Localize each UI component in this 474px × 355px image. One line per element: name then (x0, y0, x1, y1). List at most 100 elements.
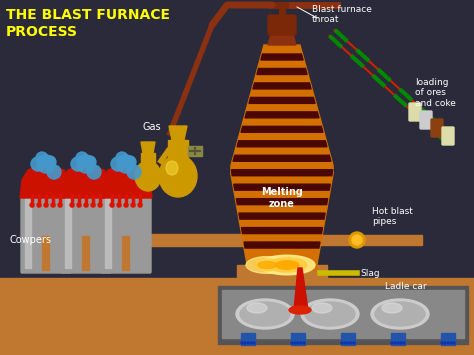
Polygon shape (237, 141, 327, 147)
Circle shape (247, 342, 249, 344)
Circle shape (76, 152, 88, 164)
Polygon shape (237, 199, 328, 204)
Circle shape (127, 165, 141, 179)
Text: Ladle car: Ladle car (385, 282, 427, 291)
Polygon shape (294, 268, 308, 310)
Circle shape (250, 342, 252, 344)
Ellipse shape (312, 303, 332, 313)
Ellipse shape (382, 303, 402, 313)
Circle shape (98, 203, 102, 207)
Bar (22, 234, 282, 246)
Circle shape (31, 157, 45, 171)
Circle shape (341, 342, 343, 344)
Bar (362, 235, 422, 245)
Bar (105, 198, 111, 268)
Text: loading
of ores
and coke: loading of ores and coke (415, 78, 456, 108)
Circle shape (124, 203, 128, 207)
Polygon shape (261, 54, 303, 60)
Ellipse shape (289, 306, 311, 314)
Polygon shape (241, 228, 322, 234)
Circle shape (353, 342, 355, 344)
Circle shape (453, 342, 455, 344)
Polygon shape (231, 170, 333, 176)
Circle shape (349, 232, 365, 248)
Circle shape (244, 342, 246, 344)
Bar (168, 140, 188, 168)
Circle shape (71, 157, 85, 171)
Circle shape (350, 342, 352, 344)
FancyBboxPatch shape (101, 194, 151, 273)
Polygon shape (231, 45, 333, 270)
Circle shape (352, 235, 362, 245)
Bar (237, 265, 327, 283)
Bar (241, 333, 255, 345)
Text: Cowpers: Cowpers (10, 235, 52, 245)
FancyBboxPatch shape (61, 194, 111, 273)
Ellipse shape (240, 302, 290, 326)
Circle shape (347, 342, 349, 344)
Text: Hot blast
pipes: Hot blast pipes (372, 207, 413, 226)
Bar (188, 146, 202, 156)
Bar (291, 333, 305, 345)
Circle shape (447, 342, 449, 344)
Circle shape (44, 156, 56, 168)
Circle shape (444, 342, 446, 344)
Bar (341, 333, 355, 345)
Circle shape (51, 203, 55, 207)
Text: THE BLAST FURNACE
PROCESS: THE BLAST FURNACE PROCESS (6, 8, 170, 39)
Polygon shape (253, 83, 311, 89)
Circle shape (397, 342, 399, 344)
Circle shape (58, 203, 62, 207)
Ellipse shape (371, 299, 429, 329)
Polygon shape (239, 213, 325, 219)
Circle shape (91, 203, 95, 207)
Circle shape (391, 342, 393, 344)
Ellipse shape (246, 257, 288, 273)
Circle shape (44, 203, 48, 207)
Polygon shape (257, 69, 307, 75)
Polygon shape (20, 164, 72, 198)
Circle shape (87, 165, 101, 179)
Ellipse shape (247, 303, 267, 313)
Text: Blast furnace
throat: Blast furnace throat (312, 5, 372, 24)
Circle shape (450, 342, 452, 344)
Circle shape (117, 155, 135, 173)
Polygon shape (234, 184, 330, 190)
Polygon shape (141, 142, 155, 153)
Circle shape (300, 342, 302, 344)
Circle shape (124, 156, 136, 168)
Polygon shape (245, 112, 319, 118)
Circle shape (70, 203, 74, 207)
Bar (65, 198, 71, 268)
FancyBboxPatch shape (21, 194, 71, 273)
Ellipse shape (275, 261, 299, 269)
Circle shape (84, 156, 96, 168)
Ellipse shape (258, 261, 276, 269)
Bar (441, 333, 455, 345)
Circle shape (117, 203, 121, 207)
Ellipse shape (135, 161, 161, 191)
Ellipse shape (236, 299, 294, 329)
Ellipse shape (267, 258, 307, 272)
Ellipse shape (166, 161, 178, 175)
Circle shape (253, 342, 255, 344)
Circle shape (111, 157, 125, 171)
Circle shape (241, 342, 243, 344)
Polygon shape (268, 30, 296, 45)
Ellipse shape (159, 155, 197, 197)
Circle shape (403, 342, 405, 344)
Circle shape (84, 203, 88, 207)
Circle shape (297, 342, 299, 344)
Circle shape (110, 203, 114, 207)
Circle shape (294, 342, 296, 344)
FancyBboxPatch shape (268, 15, 296, 35)
Ellipse shape (305, 302, 355, 326)
Bar (218, 286, 468, 344)
Circle shape (37, 155, 55, 173)
Bar (222, 290, 464, 338)
Ellipse shape (375, 302, 425, 326)
Circle shape (47, 165, 61, 179)
Circle shape (131, 203, 135, 207)
Bar (391, 333, 405, 345)
Text: Melting
zone: Melting zone (261, 187, 303, 209)
